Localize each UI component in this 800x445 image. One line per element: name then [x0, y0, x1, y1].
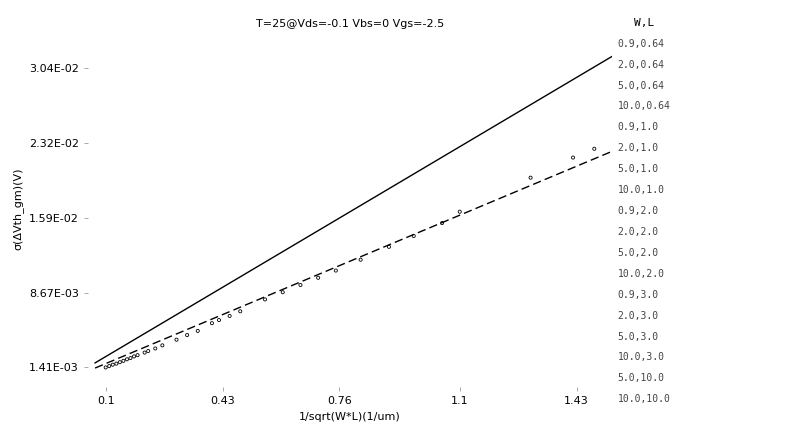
Point: [128, 353, 141, 360]
Text: 10.0,3.0: 10.0,3.0: [618, 352, 665, 362]
Point: [407, 232, 420, 239]
Point: [121, 356, 134, 363]
Text: 5.0,3.0: 5.0,3.0: [618, 332, 658, 341]
Point: [110, 360, 122, 367]
Point: [142, 348, 154, 355]
Point: [524, 174, 537, 181]
Y-axis label: σ(ΔVth_gm)(V): σ(ΔVth_gm)(V): [13, 168, 23, 251]
Point: [191, 328, 204, 335]
Point: [114, 359, 126, 366]
Point: [294, 281, 307, 288]
Text: 0.9,1.0: 0.9,1.0: [618, 122, 658, 132]
Text: 0.9,2.0: 0.9,2.0: [618, 206, 658, 216]
Point: [103, 362, 116, 369]
Text: 0.9,3.0: 0.9,3.0: [618, 290, 658, 299]
Point: [312, 274, 325, 281]
Point: [223, 312, 236, 320]
Text: 10.0,2.0: 10.0,2.0: [618, 269, 665, 279]
Text: 5.0,0.64: 5.0,0.64: [618, 81, 665, 90]
Point: [181, 332, 194, 339]
Point: [330, 267, 342, 274]
Point: [276, 289, 289, 296]
Point: [454, 208, 466, 215]
Point: [213, 316, 226, 324]
Point: [124, 355, 137, 362]
Point: [170, 336, 183, 343]
Text: 5.0,10.0: 5.0,10.0: [618, 373, 665, 383]
Point: [234, 308, 246, 315]
Point: [117, 357, 130, 364]
X-axis label: 1/sqrt(W*L)(1/um): 1/sqrt(W*L)(1/um): [299, 412, 401, 422]
Text: 2.0,2.0: 2.0,2.0: [618, 227, 658, 237]
Title: T=25@Vds=-0.1 Vbs=0 Vgs=-2.5: T=25@Vds=-0.1 Vbs=0 Vgs=-2.5: [256, 19, 444, 29]
Text: 5.0,1.0: 5.0,1.0: [618, 164, 658, 174]
Text: 10.0,10.0: 10.0,10.0: [618, 394, 670, 404]
Point: [382, 243, 395, 251]
Point: [156, 342, 169, 349]
Point: [354, 256, 367, 263]
Point: [258, 296, 271, 303]
Text: 2.0,1.0: 2.0,1.0: [618, 143, 658, 153]
Text: 2.0,3.0: 2.0,3.0: [618, 311, 658, 320]
Point: [206, 320, 218, 327]
Point: [588, 145, 601, 152]
Text: 10.0,1.0: 10.0,1.0: [618, 185, 665, 195]
Text: 0.9,0.64: 0.9,0.64: [618, 39, 665, 49]
Text: 2.0,0.64: 2.0,0.64: [618, 60, 665, 69]
Point: [138, 349, 151, 356]
Point: [149, 345, 162, 352]
Text: 10.0,0.64: 10.0,0.64: [618, 101, 670, 111]
Text: W,L: W,L: [634, 18, 654, 28]
Point: [106, 361, 119, 368]
Point: [436, 219, 449, 227]
Point: [566, 154, 579, 161]
Text: 5.0,2.0: 5.0,2.0: [618, 248, 658, 258]
Point: [131, 352, 144, 359]
Point: [99, 364, 112, 371]
